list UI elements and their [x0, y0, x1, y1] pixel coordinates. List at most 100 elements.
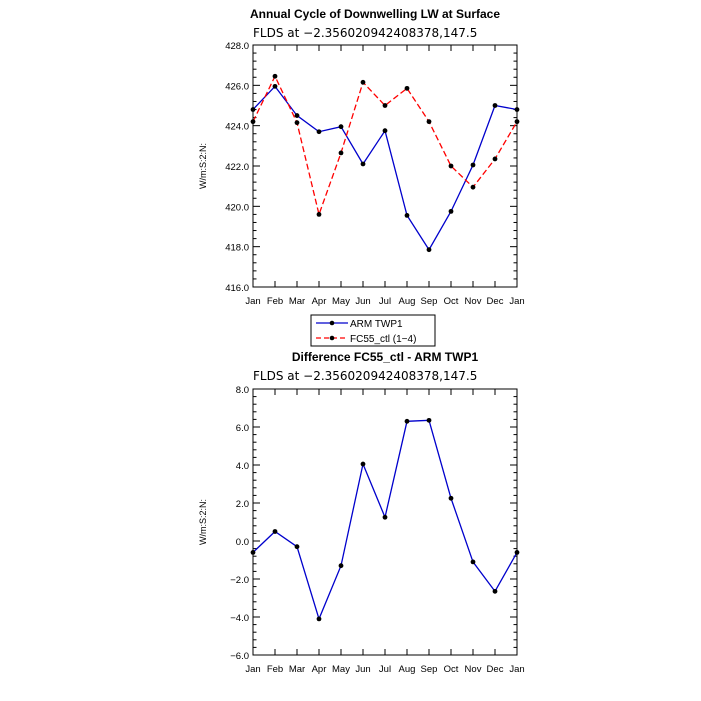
data-point	[338, 563, 344, 569]
legend-label-fc55: FC55_ctl (1−4)	[350, 334, 416, 345]
x-tick-label: Feb	[267, 296, 283, 307]
y-tick-label: −2.0	[230, 575, 249, 586]
legend-box	[310, 314, 436, 347]
data-point	[426, 417, 432, 423]
data-point	[294, 120, 300, 126]
x-tick-label: Dec	[487, 296, 504, 307]
data-point	[316, 129, 322, 135]
data-point	[514, 550, 520, 555]
y-tick-label: 6.0	[236, 423, 249, 434]
chart-title: Difference FC55_ctl - ARM TWP1	[292, 350, 479, 364]
y-tick-label: 428.0	[225, 41, 249, 52]
x-tick-label: Jun	[355, 296, 370, 307]
series-points	[250, 417, 520, 622]
x-tick-label: Sep	[421, 664, 438, 675]
data-point	[470, 184, 476, 190]
legend-marker-arm	[329, 320, 335, 326]
x-tick-label: Jan	[245, 296, 260, 307]
data-point	[250, 107, 256, 112]
y-tick-label: −4.0	[230, 613, 249, 624]
x-tick-label: Apr	[312, 664, 327, 675]
data-point	[382, 514, 388, 520]
data-point	[338, 124, 344, 130]
data-point	[316, 212, 322, 217]
legend-label-arm: ARM TWP1	[350, 319, 403, 330]
data-point	[338, 150, 344, 156]
x-tick-label: Jul	[379, 296, 391, 307]
legend-marker-fc55	[329, 335, 335, 341]
x-tick-label: Oct	[444, 664, 459, 675]
y-tick-label: 4.0	[236, 461, 249, 472]
series-line-0	[252, 85, 518, 251]
data-point	[492, 103, 498, 108]
x-tick-label: Nov	[465, 664, 482, 675]
x-tick-label: Jan	[245, 664, 260, 675]
legend: ARM TWP1 FC55_ctl (1−4)	[310, 314, 436, 347]
data-point	[250, 550, 256, 555]
axis-ticks	[252, 44, 518, 288]
x-tick-label: Aug	[399, 296, 416, 307]
y-tick-labels: 416.0 418.0 420.0 422.0 424.0 426.0 428.0	[225, 41, 249, 294]
x-tick-label: Mar	[289, 664, 305, 675]
data-point	[360, 79, 366, 85]
x-tick-label: Jun	[355, 664, 370, 675]
data-point	[404, 85, 410, 91]
data-point	[514, 107, 520, 112]
data-point	[360, 161, 366, 167]
y-tick-label: 420.0	[225, 202, 249, 213]
x-tick-labels: Jan Feb Mar Apr May Jun Jul Aug Sep Oct Nov Dec Jan	[245, 664, 524, 675]
y-tick-label: −6.0	[230, 651, 249, 662]
x-tick-label: Jan	[509, 664, 524, 675]
x-tick-label: Oct	[444, 296, 459, 307]
chart-subtitle: FLDS at −2.356020942408378,147.5	[253, 369, 477, 383]
x-tick-label: Mar	[289, 296, 305, 307]
y-tick-label: 422.0	[225, 162, 249, 173]
x-tick-labels: Jan Feb Mar Apr May Jun Jul Aug Sep Oct Nov Dec Jan	[245, 296, 524, 307]
data-point	[448, 495, 454, 501]
x-tick-label: Jul	[379, 664, 391, 675]
x-tick-label: Aug	[399, 664, 416, 675]
series-points	[250, 73, 520, 253]
chart-difference: Difference FC55_ctl - ARM TWP1 FLDS at −…	[198, 350, 525, 675]
chart-subtitle: FLDS at −2.356020942408378,147.5	[253, 26, 477, 40]
y-axis-label: W/m:S:2:N:	[198, 499, 208, 545]
chart-title: Annual Cycle of Downwelling LW at Surfac…	[250, 7, 500, 21]
data-point	[514, 119, 520, 125]
x-tick-label: Sep	[421, 296, 438, 307]
y-tick-labels: −6.0 −4.0 −2.0 0.0 2.0 4.0 6.0 8.0	[230, 385, 249, 662]
y-axis-label: W/m:S:2:N:	[198, 143, 208, 189]
data-point	[426, 247, 432, 253]
data-point	[426, 119, 432, 125]
y-tick-label: 0.0	[236, 537, 249, 548]
data-point	[492, 156, 498, 162]
y-tick-label: 418.0	[225, 243, 249, 254]
y-tick-label: 8.0	[236, 385, 249, 396]
data-point	[448, 208, 454, 214]
data-point	[448, 163, 454, 169]
chart-annual-cycle: Annual Cycle of Downwelling LW at Surfac…	[198, 7, 525, 347]
x-tick-label: May	[332, 296, 350, 307]
data-point	[404, 213, 410, 218]
x-tick-label: May	[332, 664, 350, 675]
axis-ticks	[252, 388, 518, 656]
data-point	[272, 529, 278, 534]
series-lines	[252, 74, 518, 251]
series-line-1	[252, 74, 518, 217]
data-point	[250, 119, 256, 125]
data-point	[316, 616, 322, 622]
y-tick-label: 426.0	[225, 81, 249, 92]
data-point	[382, 128, 388, 134]
y-tick-label: 2.0	[236, 499, 249, 510]
data-point	[272, 73, 278, 79]
x-tick-label: Jan	[509, 296, 524, 307]
data-point	[470, 559, 476, 565]
data-point	[294, 113, 300, 118]
data-point	[294, 544, 300, 550]
x-tick-label: Apr	[312, 296, 327, 307]
plot-frame	[252, 44, 518, 288]
data-point	[382, 103, 388, 108]
y-tick-label: 424.0	[225, 122, 249, 133]
x-tick-label: Dec	[487, 664, 504, 675]
x-tick-label: Nov	[465, 296, 482, 307]
